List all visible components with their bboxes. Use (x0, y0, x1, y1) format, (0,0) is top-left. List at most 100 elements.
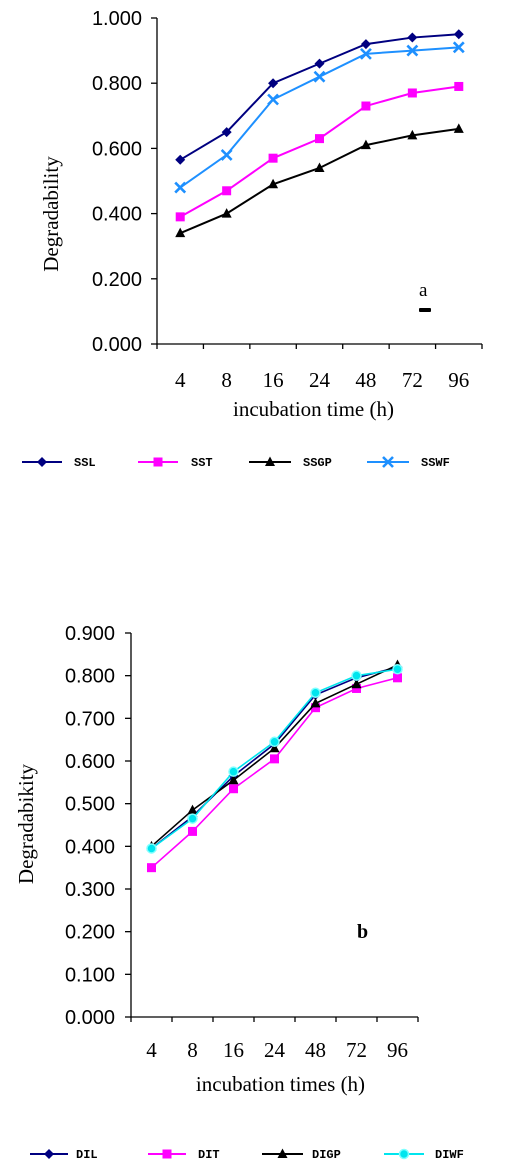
x-tick-label: 24 (264, 1038, 286, 1062)
data-point-sswf (174, 181, 187, 194)
data-point-ssl (268, 78, 279, 89)
data-point-diwf (310, 687, 321, 698)
y-tick-label: 0.100 (65, 964, 115, 986)
data-point-ssgp (314, 162, 325, 172)
y-axis-title: Degradability (39, 156, 63, 272)
data-point-diwf (146, 843, 157, 854)
x-tick-label: 96 (387, 1038, 408, 1062)
x-tick-label: 8 (187, 1038, 198, 1062)
y-tick-label: 0.500 (65, 794, 115, 816)
data-point-digp (269, 742, 280, 753)
data-point-ssgp (268, 178, 279, 189)
y-tick-label: 0.000 (92, 334, 142, 356)
data-point-dit (229, 784, 238, 794)
legend-label-sst: SST (191, 456, 213, 470)
y-axis-title: Degradabikity (14, 763, 38, 884)
y-tick-label: 0.000 (65, 1007, 115, 1029)
data-point-ssl (360, 39, 371, 50)
data-point-dit (393, 673, 402, 683)
y-tick-label: 1.000 (92, 8, 142, 30)
y-tick-label: 0.400 (92, 204, 142, 226)
data-point-dit (270, 754, 279, 764)
data-point-diwf (228, 766, 239, 777)
data-point-ssl (453, 29, 464, 40)
data-point-sst (454, 81, 464, 91)
y-tick-label: 0.200 (65, 922, 115, 944)
data-point-ssgp (221, 208, 232, 218)
y-tick-label: 0.900 (65, 623, 115, 645)
x-axis-title: incubation times (h) (196, 1072, 365, 1096)
data-point-dit (352, 683, 361, 693)
y-tick-label: 0.800 (65, 666, 115, 688)
data-point-ssl (407, 32, 418, 43)
x-tick-label: 4 (146, 1038, 157, 1062)
y-tick-label: 0.300 (65, 879, 115, 901)
data-point-ssgp (407, 129, 418, 140)
data-point-sst (175, 212, 185, 222)
x-tick-label: 16 (263, 368, 284, 392)
legend-label-diwf: DIWF (435, 1148, 464, 1162)
legend-label-ssgp: SSGP (303, 456, 332, 470)
y-tick-label: 0.800 (92, 73, 142, 95)
panel-label-artifact (419, 308, 431, 312)
legend-label-dit: DIT (198, 1148, 220, 1162)
data-point-sswf (220, 149, 233, 161)
legend-marker-diwf (398, 1148, 410, 1160)
data-point-dit (188, 826, 197, 836)
x-axis-title: incubation time (h) (233, 397, 394, 421)
data-point-sswf (313, 70, 326, 83)
data-point-ssl (314, 58, 325, 69)
data-point-sst (268, 153, 278, 163)
data-point-diwf (351, 670, 362, 681)
data-point-diwf (392, 664, 403, 675)
legend-marker-dil (44, 1149, 54, 1159)
data-point-sswf (267, 93, 279, 106)
data-point-digp (351, 678, 362, 689)
legend-marker-ssgp (265, 456, 275, 466)
x-tick-label: 96 (448, 368, 469, 392)
panel-label: a (419, 280, 428, 301)
y-tick-label: 0.400 (65, 836, 115, 858)
data-point-dit (147, 863, 156, 873)
data-point-sswf (452, 41, 465, 54)
data-point-diwf (187, 813, 198, 824)
data-point-sswf (406, 44, 419, 57)
data-point-dit (311, 703, 320, 713)
data-point-digp (310, 697, 321, 708)
legend-label-digp: DIGP (312, 1148, 341, 1162)
data-point-sst (361, 101, 371, 111)
series-line-dit (150, 677, 398, 869)
y-tick-label: 0.700 (65, 708, 115, 730)
data-point-sst (222, 186, 232, 196)
panel-label: b (357, 921, 368, 943)
data-point-digp (228, 774, 239, 785)
data-point-ssgp (175, 227, 186, 238)
x-tick-label: 16 (223, 1038, 244, 1062)
data-point-ssl (175, 154, 186, 165)
legend-label-dil: DIL (76, 1148, 98, 1162)
x-tick-label: 24 (309, 368, 331, 392)
data-point-ssgp (453, 123, 464, 133)
x-tick-label: 48 (305, 1038, 326, 1062)
y-tick-label: 0.200 (92, 269, 142, 291)
x-tick-label: 72 (346, 1038, 367, 1062)
data-point-sst (407, 88, 417, 98)
x-tick-label: 8 (221, 368, 232, 392)
chart-panel-b: 0.000 0.100 0.200 0.300 0.400 0.500 0.600 0.700… (14, 623, 464, 1162)
legend-marker-dit (162, 1149, 172, 1159)
legend-label-ssl: SSL (74, 456, 96, 470)
data-point-ssgp (360, 139, 371, 150)
data-point-digp (187, 804, 198, 815)
legend-label-sswf: SSWF (421, 456, 450, 470)
data-point-sswf (360, 47, 372, 60)
x-tick-label: 48 (355, 368, 376, 392)
legend-marker-sswf (382, 456, 394, 468)
y-tick-label: 0.600 (92, 138, 142, 160)
data-point-sst (315, 134, 324, 144)
data-point-ssl (221, 127, 232, 138)
data-point-diwf (269, 736, 280, 748)
x-tick-label: 4 (175, 368, 186, 392)
y-tick-label: 0.600 (65, 751, 115, 773)
